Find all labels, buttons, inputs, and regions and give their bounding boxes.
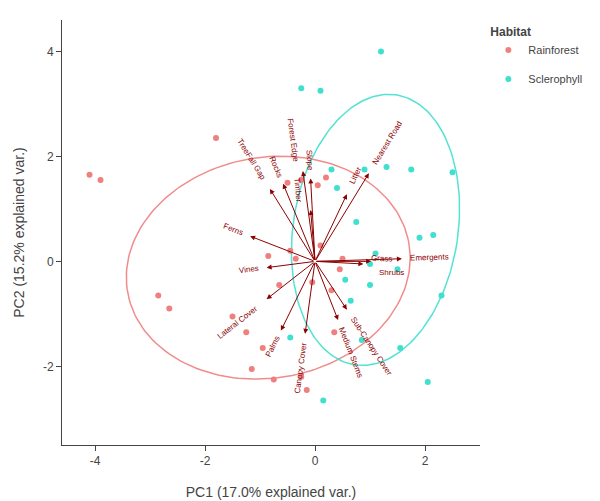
svg-text:Sub-Canopy Cover: Sub-Canopy Cover [349,315,394,377]
svg-text:Palms: Palms [264,335,282,359]
svg-text:PC1 (17.0% explained var.): PC1 (17.0% explained var.) [186,484,356,500]
svg-text:2: 2 [422,454,429,468]
svg-text:Sclerophyll: Sclerophyll [528,73,582,85]
svg-text:4: 4 [47,45,54,59]
svg-text:2: 2 [47,150,54,164]
svg-text:Forest Edge: Forest Edge [286,118,301,163]
svg-text:Grass: Grass [371,253,393,263]
svg-text:Lateral Cover: Lateral Cover [216,304,260,341]
svg-text:Rocks: Rocks [267,155,284,179]
svg-text:Nearest Road: Nearest Road [371,120,404,167]
svg-text:Litter: Litter [348,165,364,185]
svg-text:Slope: Slope [305,150,315,171]
svg-text:-2: -2 [43,360,54,374]
svg-text:Timber: Timber [292,177,303,203]
svg-text:0: 0 [47,255,54,269]
svg-text:Emergents: Emergents [410,252,449,262]
svg-text:PC2 (15.2% explained var.): PC2 (15.2% explained var.) [11,147,27,317]
svg-text:Vines: Vines [238,264,259,275]
svg-text:-2: -2 [200,454,211,468]
svg-text:Canopy Cover: Canopy Cover [293,342,309,394]
svg-text:0: 0 [312,454,319,468]
svg-text:Habitat: Habitat [490,25,531,39]
svg-text:-4: -4 [90,454,101,468]
svg-text:Shrubs: Shrubs [379,268,404,277]
svg-text:Ferns: Ferns [222,222,244,238]
svg-text:TreeFall Gap: TreeFall Gap [235,137,267,182]
svg-text:Medium Stems: Medium Stems [337,326,365,379]
svg-text:Rainforest: Rainforest [528,44,578,56]
